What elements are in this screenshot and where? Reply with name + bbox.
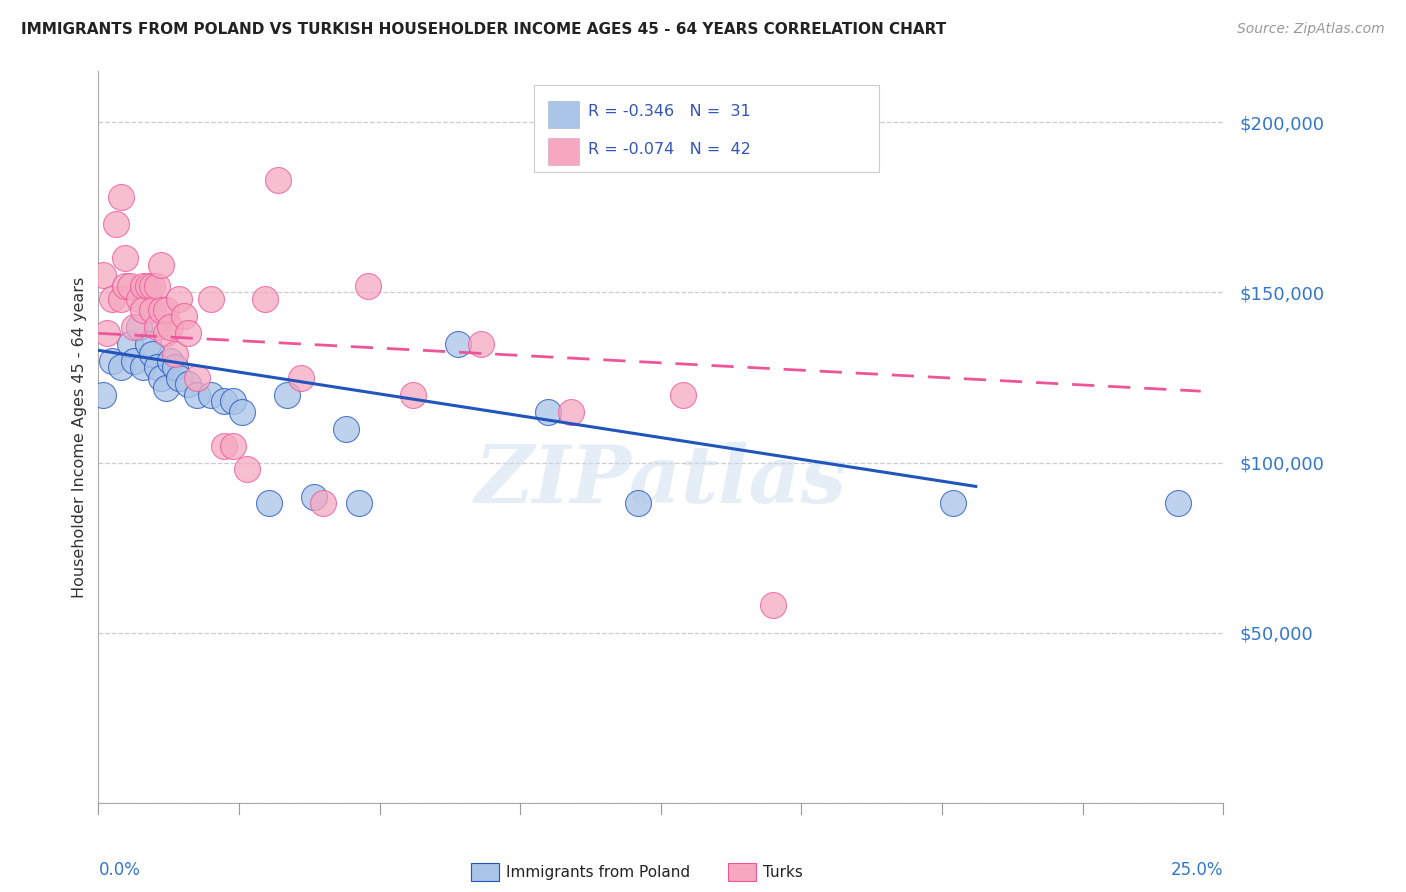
Y-axis label: Householder Income Ages 45 - 64 years: Householder Income Ages 45 - 64 years [72, 277, 87, 598]
Point [114, 252, 136, 266]
Point [132, 360, 155, 375]
Text: 25.0%: 25.0% [1171, 861, 1223, 879]
Point [627, 496, 650, 510]
Point [150, 302, 173, 317]
Point [91, 268, 114, 283]
Point [259, 496, 281, 510]
Text: R = -0.074   N =  42: R = -0.074 N = 42 [588, 143, 751, 157]
Point [136, 278, 159, 293]
Point [105, 218, 128, 232]
Point [141, 278, 163, 293]
Point [132, 302, 155, 317]
Text: Immigrants from Poland: Immigrants from Poland [506, 865, 690, 880]
Point [114, 278, 136, 293]
Point [222, 439, 245, 453]
Point [231, 404, 253, 418]
Point [537, 404, 560, 418]
Point [1167, 496, 1189, 510]
Text: Turks: Turks [763, 865, 803, 880]
Point [173, 310, 195, 324]
Point [155, 302, 177, 317]
Point [136, 336, 159, 351]
Point [267, 173, 290, 187]
Point [214, 394, 236, 409]
Point [560, 404, 582, 418]
Text: IMMIGRANTS FROM POLAND VS TURKISH HOUSEHOLDER INCOME AGES 45 - 64 YEARS CORRELAT: IMMIGRANTS FROM POLAND VS TURKISH HOUSEH… [21, 22, 946, 37]
Point [253, 293, 276, 307]
Point [470, 336, 492, 351]
Point [128, 293, 150, 307]
Point [762, 599, 785, 613]
Point [163, 360, 186, 375]
Point [124, 353, 146, 368]
Point [349, 496, 371, 510]
Point [335, 421, 357, 435]
Point [155, 326, 177, 341]
Point [186, 370, 208, 384]
Point [96, 326, 118, 341]
Point [177, 326, 200, 341]
Text: 0.0%: 0.0% [98, 861, 141, 879]
Point [447, 336, 470, 351]
Point [110, 360, 132, 375]
Point [942, 496, 965, 510]
Point [222, 394, 245, 409]
Text: R = -0.346   N =  31: R = -0.346 N = 31 [588, 104, 751, 119]
Point [146, 360, 169, 375]
Point [159, 353, 181, 368]
Point [357, 278, 380, 293]
Point [150, 370, 173, 384]
Point [402, 387, 425, 401]
Point [146, 319, 169, 334]
Point [150, 258, 173, 272]
Point [276, 387, 298, 401]
Point [118, 278, 141, 293]
Point [124, 319, 146, 334]
Point [214, 439, 236, 453]
Point [141, 302, 163, 317]
Point [141, 347, 163, 361]
Point [177, 377, 200, 392]
Point [304, 490, 326, 504]
Text: Source: ZipAtlas.com: Source: ZipAtlas.com [1237, 22, 1385, 37]
Point [118, 336, 141, 351]
Point [236, 462, 259, 476]
Point [110, 190, 132, 204]
Point [169, 370, 191, 384]
Point [128, 319, 150, 334]
Point [200, 293, 222, 307]
Point [312, 496, 335, 510]
Point [91, 387, 114, 401]
Point [101, 293, 124, 307]
Point [163, 347, 186, 361]
Point [155, 381, 177, 395]
Point [186, 387, 208, 401]
Point [200, 387, 222, 401]
Point [159, 319, 181, 334]
Point [132, 278, 155, 293]
Point [110, 293, 132, 307]
Point [101, 353, 124, 368]
Point [290, 370, 312, 384]
Point [672, 387, 695, 401]
Point [169, 293, 191, 307]
Text: ZIPatlas: ZIPatlas [475, 442, 846, 520]
Point [146, 278, 169, 293]
